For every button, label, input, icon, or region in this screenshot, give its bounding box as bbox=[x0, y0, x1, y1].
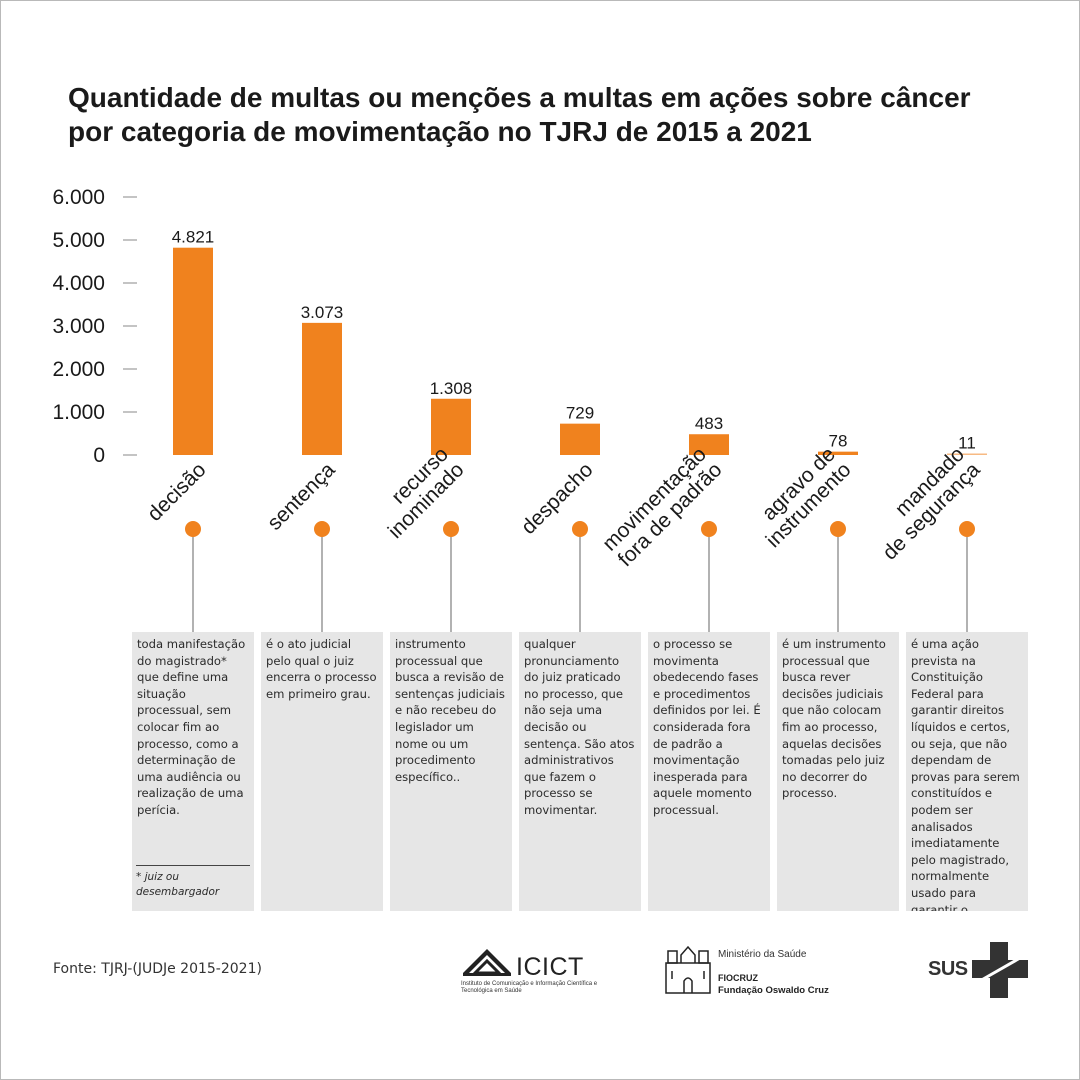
category-label: movimentaçãofora de padrão bbox=[598, 443, 726, 571]
bar-chart: 0 1.000 2.000 3.000 4.000 5.000 6.000 4.821 deci… bbox=[52, 186, 987, 632]
y-tick-label: 0 bbox=[93, 444, 105, 467]
category-label: sentença bbox=[263, 458, 340, 535]
value-label: 4.821 bbox=[172, 228, 215, 247]
footnote: * juiz ou desembargador bbox=[136, 865, 250, 900]
marker-dot bbox=[314, 521, 330, 537]
bar bbox=[947, 453, 987, 455]
sus-cross-icon bbox=[972, 942, 1028, 998]
description-text: qualquer pronunciamento do juiz praticad… bbox=[524, 637, 635, 817]
icict-name: ICICT bbox=[516, 953, 584, 981]
description-text: é uma ação prevista na Constituição Fede… bbox=[911, 637, 1020, 911]
description-box-despacho: qualquer pronunciamento do juiz praticad… bbox=[519, 632, 641, 911]
fiocruz-logo: Ministério da Saúde FIOCRUZ Fundação Osw… bbox=[663, 943, 863, 998]
bar bbox=[689, 434, 729, 455]
description-text: toda manifestação do magistrado* que def… bbox=[137, 637, 246, 817]
description-box-mandado: é uma ação prevista na Constituição Fede… bbox=[906, 632, 1028, 911]
description-box-recurso-inominado: instrumento processual que busca a revis… bbox=[390, 632, 512, 911]
marker-dot bbox=[959, 521, 975, 537]
fiocruz-castle-icon bbox=[665, 945, 711, 994]
value-label: 1.308 bbox=[430, 379, 473, 398]
bar bbox=[302, 322, 342, 455]
value-label: 11 bbox=[958, 434, 976, 453]
category-label: decisão bbox=[143, 458, 210, 525]
marker-dot bbox=[830, 521, 846, 537]
description-text: é um instrumento processual que busca re… bbox=[782, 637, 886, 801]
title-line-2: por categoria de movimentação no TJRJ de… bbox=[68, 116, 812, 147]
value-label: 78 bbox=[829, 432, 848, 451]
fiocruz-short: FIOCRUZ bbox=[718, 973, 758, 983]
y-tick-label: 1.000 bbox=[52, 401, 105, 424]
value-label: 729 bbox=[566, 404, 594, 423]
value-label: 483 bbox=[695, 414, 723, 433]
bar bbox=[560, 423, 600, 455]
y-tick-label: 2.000 bbox=[52, 358, 105, 381]
icict-subtitle: Instituto de Comunicação e Informação Ci… bbox=[461, 981, 598, 994]
icict-house-icon bbox=[463, 949, 511, 976]
source-note: Fonte: TJRJ-(JUDJe 2015-2021) bbox=[53, 961, 262, 977]
category-label: mandadode segurança bbox=[863, 442, 985, 564]
description-text: instrumento processual que busca a revis… bbox=[395, 637, 505, 784]
description-text: o processo se movimenta obedecendo fases… bbox=[653, 637, 761, 817]
bar bbox=[173, 247, 213, 455]
value-label: 3.073 bbox=[301, 303, 344, 322]
y-tick-label: 5.000 bbox=[52, 229, 105, 252]
icict-logo: ICICT Instituto de Comunicação e Informa… bbox=[461, 941, 621, 1001]
marker-dot bbox=[185, 521, 201, 537]
description-box-movimentacao: o processo se movimenta obedecendo fases… bbox=[648, 632, 770, 911]
description-box-decisao: toda manifestação do magistrado* que def… bbox=[132, 632, 254, 911]
fiocruz-full: Fundação Oswaldo Cruz bbox=[718, 985, 829, 996]
category-label-line: decisão bbox=[143, 458, 210, 525]
bar bbox=[431, 398, 471, 455]
y-tick-label: 4.000 bbox=[52, 272, 105, 295]
marker-dot bbox=[572, 521, 588, 537]
category-label-line: sentença bbox=[263, 458, 340, 535]
title-line-1: Quantidade de multas ou menções a multas… bbox=[68, 82, 971, 113]
marker-dot bbox=[701, 521, 717, 537]
description-text: é o ato judicial pelo qual o juiz encerr… bbox=[266, 637, 377, 701]
description-box-sentenca: é o ato judicial pelo qual o juiz encerr… bbox=[261, 632, 383, 911]
sus-text: SUS bbox=[928, 958, 968, 980]
description-box-agravo: é um instrumento processual que busca re… bbox=[777, 632, 899, 911]
sus-logo: SUS bbox=[926, 941, 1031, 999]
ministerio-label: Ministério da Saúde bbox=[718, 949, 807, 960]
bar bbox=[818, 451, 858, 455]
marker-dot bbox=[443, 521, 459, 537]
chart-title: Quantidade de multas ou menções a multas… bbox=[68, 81, 1048, 149]
y-tick-label: 6.000 bbox=[52, 186, 105, 209]
y-tick-label: 3.000 bbox=[52, 315, 105, 338]
